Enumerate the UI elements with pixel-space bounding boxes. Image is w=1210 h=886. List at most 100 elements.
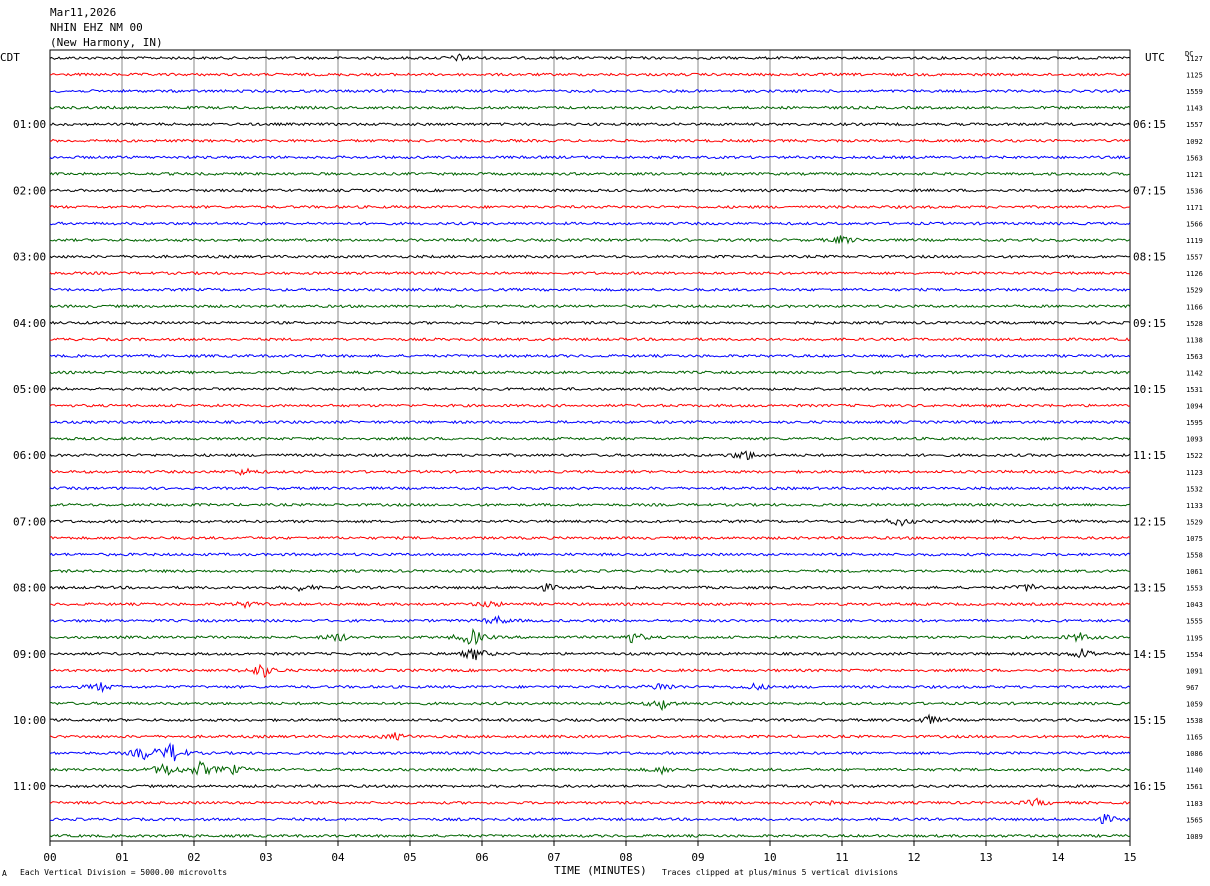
seismic-trace — [49, 337, 1131, 342]
x-tick-label: 04 — [331, 851, 345, 864]
seismic-trace — [49, 436, 1131, 441]
seismic-trace — [49, 53, 1131, 62]
left-hour-label: 07:00 — [13, 515, 46, 528]
dc-offset-label: 1195 — [1186, 634, 1203, 642]
left-hour-label: 10:00 — [13, 714, 46, 727]
right-hour-label: 08:15 — [1133, 251, 1166, 264]
seismic-trace — [49, 797, 1131, 807]
dc-offset-label: 1093 — [1186, 436, 1203, 444]
seismic-trace — [49, 568, 1131, 574]
plot-frame — [49, 49, 1131, 842]
dc-offset-label: 1126 — [1186, 270, 1203, 278]
right-hour-label: 07:15 — [1133, 184, 1166, 197]
dc-offset-label: 1538 — [1186, 717, 1203, 725]
dc-offset-label: 1559 — [1186, 88, 1203, 96]
x-tick-label: 09 — [691, 851, 704, 864]
header-station: NHIN EHZ NM 00 — [50, 21, 143, 34]
minute-gridlines — [121, 50, 1059, 841]
seismic-trace — [50, 663, 1131, 678]
x-tick-label: 07 — [547, 851, 560, 864]
seismic-trace — [49, 450, 1131, 461]
x-tick-label: 12 — [907, 851, 920, 864]
seismic-trace — [49, 627, 1131, 646]
dc-offset-label: 1091 — [1186, 667, 1203, 675]
seismic-trace — [49, 171, 1131, 176]
seismic-trace — [49, 155, 1131, 160]
seismic-trace — [49, 467, 1131, 476]
seismic-trace — [49, 353, 1131, 359]
header-date: Mar11,2026 — [50, 6, 116, 19]
right-timezone-label: UTC — [1145, 51, 1165, 64]
right-hour-label: 06:15 — [1133, 118, 1166, 131]
footer-clip-note: Traces clipped at plus/minus 5 vertical … — [662, 868, 898, 877]
left-hour-label: 01:00 — [13, 118, 46, 131]
dc-offset-label: 1059 — [1186, 700, 1203, 708]
dc-offset-label: 1553 — [1186, 585, 1203, 593]
seismic-trace — [49, 386, 1131, 392]
seismic-trace — [49, 287, 1131, 293]
x-tick-label: 11 — [835, 851, 848, 864]
dc-offset-label: 1595 — [1186, 419, 1203, 427]
left-hour-label: 06:00 — [13, 449, 46, 462]
dc-offset-label: 1561 — [1186, 783, 1203, 791]
dc-offset-label: 1125 — [1186, 72, 1203, 80]
seismic-trace — [49, 72, 1131, 77]
seismic-trace — [49, 833, 1131, 839]
x-tick-label: 01 — [115, 851, 128, 864]
dc-offset-label: 1094 — [1186, 403, 1203, 411]
seismic-trace — [49, 235, 1131, 245]
dc-offset-label: 1536 — [1186, 187, 1203, 195]
dc-offset-label: 1123 — [1186, 469, 1203, 477]
seismic-trace — [49, 403, 1131, 408]
left-timezone-label: CDT — [0, 51, 20, 64]
seismic-traces — [49, 53, 1131, 839]
x-tick-label: 14 — [1051, 851, 1065, 864]
dc-offset-label: 1563 — [1186, 154, 1203, 162]
x-tick-label: 00 — [43, 851, 56, 864]
left-hour-label: 11:00 — [13, 780, 46, 793]
x-tick-label: 13 — [979, 851, 992, 864]
seismic-trace — [49, 370, 1131, 375]
seismic-trace — [49, 760, 1131, 776]
dc-offset-label: 1558 — [1186, 552, 1203, 560]
dc-offset-label: 1565 — [1186, 816, 1203, 824]
dc-offset-label: 1121 — [1186, 171, 1203, 179]
left-hour-label: 05:00 — [13, 383, 46, 396]
right-hour-label: 16:15 — [1133, 780, 1166, 793]
x-tick-label: 06 — [475, 851, 488, 864]
x-tick-label: 15 — [1123, 851, 1136, 864]
dc-offset-label: 1563 — [1186, 353, 1203, 361]
dc-offset-label: 1086 — [1186, 750, 1203, 758]
seismic-trace — [49, 614, 1131, 625]
seismic-trace — [49, 813, 1131, 825]
dc-offset-label: 1061 — [1186, 568, 1203, 576]
dc-offset-label: 1557 — [1186, 121, 1203, 129]
seismic-trace — [49, 221, 1131, 226]
dc-offset-label: 1555 — [1186, 618, 1203, 626]
right-hour-label: 11:15 — [1133, 449, 1166, 462]
right-hour-label: 14:15 — [1133, 648, 1166, 661]
footer-scale-note: Each Vertical Division = 5000.00 microvo… — [20, 868, 227, 877]
dc-offset-label: 1043 — [1186, 601, 1203, 609]
dc-offset-label: 1142 — [1186, 369, 1203, 377]
seismic-trace — [49, 552, 1131, 557]
dc-offset-label: 1138 — [1186, 336, 1203, 344]
seismic-trace — [49, 502, 1131, 507]
dc-offset-label: 1092 — [1186, 138, 1203, 146]
dc-offset-label: 1183 — [1186, 800, 1203, 808]
x-tick-label: 02 — [187, 851, 200, 864]
x-tick-label: 10 — [763, 851, 776, 864]
dc-offset-label: 1127 — [1186, 55, 1203, 63]
dc-offset-label: 1171 — [1186, 204, 1203, 212]
seismic-trace — [49, 254, 1131, 259]
seismic-trace — [49, 204, 1131, 210]
dc-offset-label: 1089 — [1186, 833, 1203, 841]
dc-offset-label: 1529 — [1186, 518, 1203, 526]
x-tick-label: 05 — [403, 851, 416, 864]
left-hour-label: 08:00 — [13, 582, 46, 595]
seismic-trace — [49, 486, 1131, 491]
seismic-trace — [49, 188, 1131, 193]
seismic-trace — [49, 682, 1131, 694]
dc-offset-label: 1133 — [1186, 502, 1203, 510]
seismic-trace — [49, 583, 1130, 593]
